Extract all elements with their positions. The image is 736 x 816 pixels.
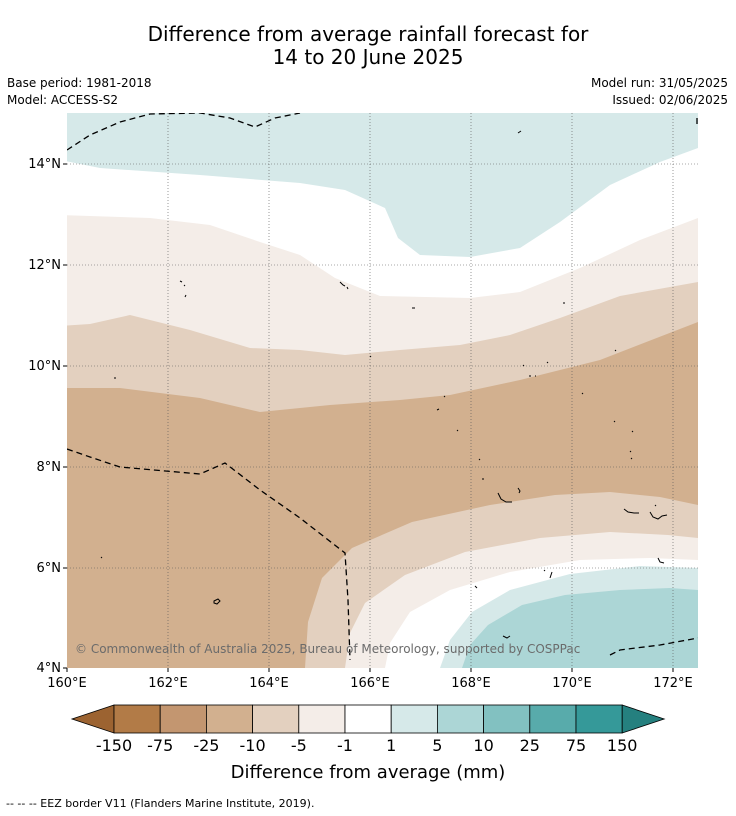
- colorbar-tick-labels: -150 -75 -25 -10 -5 -1 1 5 10 25 75 150: [96, 736, 638, 755]
- colorbar-swatch: [390, 704, 438, 734]
- colorbar-label: Difference from average (mm): [231, 762, 506, 783]
- lat-label-4n: 4°N: [37, 661, 62, 676]
- lat-label-14n: 14°N: [28, 157, 61, 172]
- colorbar-tick-label: -150: [96, 736, 132, 755]
- lat-label-10n: 10°N: [28, 359, 61, 374]
- map-title-line2: 14 to 20 June 2025: [272, 45, 464, 69]
- colorbar-swatch: [159, 704, 207, 734]
- colorbar-tick-label: 75: [566, 736, 586, 755]
- colorbar-tick-label: -10: [240, 736, 266, 755]
- colorbar-swatch: [483, 704, 531, 734]
- colorbar-swatch: [205, 704, 253, 734]
- lat-label-8n: 8°N: [37, 460, 62, 475]
- lon-label-166e: 166°E: [350, 676, 390, 691]
- map-title-line1: Difference from average rainfall forecas…: [147, 22, 589, 46]
- lon-label-162e: 162°E: [148, 676, 188, 691]
- issued-date: Issued: 02/06/2025: [612, 93, 728, 107]
- axis-ticks: [63, 163, 674, 672]
- colorbar-tick-label: -5: [291, 736, 307, 755]
- model-name: Model: ACCESS-S2: [7, 93, 119, 107]
- copyright-notice: © Commonwealth of Australia 2025, Bureau…: [75, 642, 580, 656]
- lon-label-172e: 172°E: [653, 676, 693, 691]
- lat-label-12n: 12°N: [28, 258, 61, 273]
- colorbar-tick-label: 25: [520, 736, 540, 755]
- lon-label-160e: 160°E: [47, 676, 87, 691]
- colorbar-tick-label: 150: [607, 736, 638, 755]
- colorbar-tick-label: -25: [193, 736, 219, 755]
- model-run: Model run: 31/05/2025: [590, 76, 728, 90]
- colorbar-swatch: [575, 704, 623, 734]
- colorbar-tick-label: 5: [432, 736, 442, 755]
- colorbar-swatch: [252, 704, 300, 734]
- lon-label-170e: 170°E: [552, 676, 592, 691]
- colorbar-tick-label: 10: [473, 736, 493, 755]
- colorbar-swatch: [436, 704, 484, 734]
- colorbar-swatch: [529, 704, 577, 734]
- base-period: Base period: 1981-2018: [7, 76, 152, 90]
- graticule: [67, 113, 698, 668]
- contour-band-plus-5-north: [67, 113, 698, 257]
- colorbar-swatch: [113, 704, 161, 734]
- eez-footnote: -- -- -- EEZ border V11 (Flanders Marine…: [6, 797, 315, 810]
- lon-label-164e: 164°E: [249, 676, 289, 691]
- colorbar-swatch: [298, 704, 346, 734]
- eez-border: [67, 113, 698, 661]
- colorbar-tick-label: -75: [147, 736, 173, 755]
- colorbar-tick-label: 1: [386, 736, 396, 755]
- islands: [100, 130, 668, 639]
- colorbar: [70, 704, 666, 734]
- colorbar-extend-high: [621, 704, 666, 734]
- colorbar-swatch: [344, 704, 392, 734]
- lon-label-168e: 168°E: [451, 676, 491, 691]
- lat-label-6n: 6°N: [37, 561, 62, 576]
- contour-layer: [67, 113, 698, 668]
- colorbar-extend-low: [70, 704, 115, 734]
- colorbar-tick-label: -1: [337, 736, 353, 755]
